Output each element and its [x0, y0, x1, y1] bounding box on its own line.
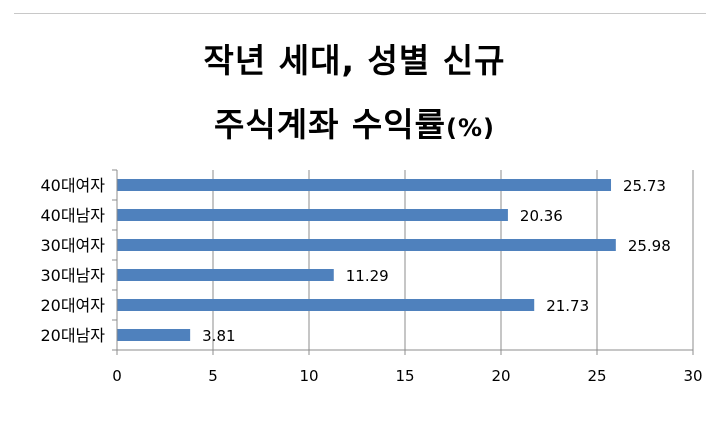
- data-label: 21.73: [546, 297, 589, 315]
- data-label: 25.98: [628, 237, 671, 255]
- chart-title-line1: 작년 세대, 성별 신규: [203, 41, 506, 80]
- chart-title-line2: 주식계좌 수익률(%): [0, 98, 709, 146]
- top-divider: [14, 13, 706, 14]
- grid-lines: [212, 170, 694, 350]
- bar: [117, 239, 616, 251]
- category-label: 30대여자: [40, 236, 105, 255]
- labels: 0 5 10 15 20 25 30 40대여자 25.73 40대남자 20.36 30대여자 25.…: [40, 176, 702, 385]
- bar: [117, 269, 334, 281]
- category-label: 20대여자: [40, 296, 105, 315]
- data-label: 11.29: [346, 267, 389, 285]
- chart-title-unit: (%): [446, 114, 495, 142]
- x-tick-label: 5: [208, 367, 218, 385]
- x-tick-label: 0: [112, 367, 122, 385]
- x-tick-label: 25: [587, 367, 606, 385]
- data-label: 3.81: [202, 327, 235, 345]
- category-label: 20대남자: [40, 326, 105, 345]
- bar: [117, 209, 508, 221]
- data-label: 20.36: [520, 207, 563, 225]
- bars: [117, 179, 616, 341]
- data-label: 25.73: [623, 177, 666, 195]
- bar: [117, 329, 191, 341]
- x-tick-label: 10: [299, 367, 318, 385]
- bar: [117, 179, 612, 191]
- x-tick-label: 20: [491, 367, 510, 385]
- axes: [112, 169, 694, 355]
- category-label: 40대남자: [40, 206, 105, 225]
- chart-title-line2-text: 주식계좌 수익률: [214, 105, 447, 144]
- x-tick-label: 30: [683, 367, 702, 385]
- category-label: 30대남자: [40, 266, 105, 285]
- bar: [117, 299, 535, 311]
- category-label: 40대여자: [40, 176, 105, 195]
- x-tick-label: 15: [395, 367, 414, 385]
